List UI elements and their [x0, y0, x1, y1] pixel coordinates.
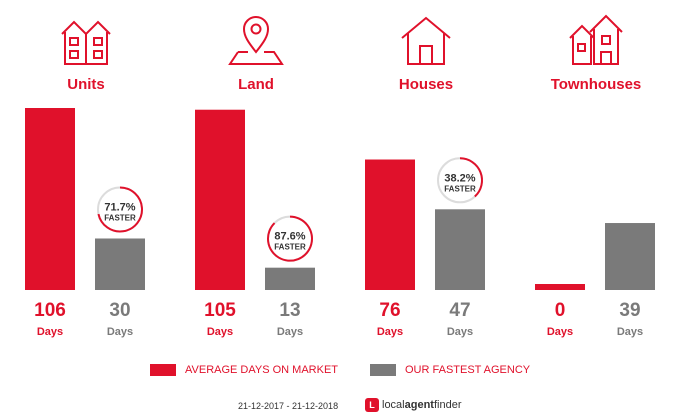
- badge-bg-units: [96, 185, 144, 234]
- badge-arc-houses: [459, 157, 483, 198]
- value-label-townhouses-fastest: 39: [619, 300, 640, 321]
- logo-text: localagentfinder: [382, 399, 462, 411]
- badge-arc-land: [267, 215, 313, 262]
- category-label-townhouses: Townhouses: [550, 76, 642, 93]
- days-label-land-average: Days: [207, 326, 233, 338]
- bar-townhouses-average: [535, 284, 585, 290]
- days-label-land-fastest: Days: [277, 326, 303, 338]
- value-label-houses-fastest: 47: [449, 300, 470, 321]
- bar-houses-average: [365, 159, 415, 290]
- category-label-houses: Houses: [398, 76, 454, 93]
- days-label-houses-average: Days: [377, 326, 403, 338]
- logo-badge-icon: L: [365, 398, 379, 412]
- bar-land-average: [195, 109, 245, 290]
- land-icon: [228, 16, 284, 65]
- badge-percent-houses: 38.2%: [444, 172, 475, 184]
- value-label-land-fastest: 13: [279, 300, 300, 321]
- legend-label-average: AVERAGE DAYS ON MARKET: [185, 364, 339, 376]
- logo-text-local: local: [382, 399, 405, 411]
- bar-townhouses-fastest: [605, 223, 655, 290]
- category-label-units: Units: [67, 76, 105, 93]
- badge-percent-units: 71.7%: [104, 201, 135, 213]
- badge-label-houses: FASTER: [444, 184, 476, 193]
- units-icon: [61, 20, 111, 65]
- badge-bg-houses: [436, 156, 484, 205]
- category-label-land: Land: [238, 76, 274, 93]
- brand-logo: L localagentfinder: [365, 397, 462, 413]
- days-label-townhouses-fastest: Days: [617, 326, 643, 338]
- date-range: 21-12-2017 - 21-12-2018: [238, 401, 339, 411]
- houses-icon: [401, 16, 451, 65]
- legend-label-fastest: OUR FASTEST AGENCY: [405, 364, 531, 376]
- value-label-townhouses-average: 0: [555, 300, 566, 321]
- logo-text-agent: agent: [404, 399, 434, 411]
- days-label-units-fastest: Days: [107, 326, 133, 338]
- badge-bg-land: [266, 214, 314, 263]
- legend-swatch-average: [150, 364, 176, 376]
- bar-land-fastest: [265, 267, 315, 290]
- bar-units-fastest: [95, 238, 145, 290]
- bar-houses-fastest: [435, 209, 485, 290]
- logo-text-finder: finder: [433, 399, 462, 411]
- value-label-units-average: 106: [34, 300, 66, 321]
- value-label-units-fastest: 30: [109, 300, 130, 321]
- days-label-townhouses-average: Days: [547, 326, 573, 338]
- bar-units-average: [25, 108, 75, 290]
- days-label-houses-fastest: Days: [447, 326, 473, 338]
- days-label-units-average: Days: [37, 326, 63, 338]
- badge-percent-land: 87.6%: [274, 231, 305, 243]
- value-label-houses-average: 76: [379, 300, 400, 321]
- legend-swatch-fastest: [370, 364, 396, 376]
- townhouses-icon: [569, 14, 623, 65]
- value-label-land-average: 105: [204, 300, 236, 321]
- badge-arc-units: [97, 186, 143, 233]
- badge-label-land: FASTER: [274, 243, 306, 252]
- badge-label-units: FASTER: [104, 213, 136, 222]
